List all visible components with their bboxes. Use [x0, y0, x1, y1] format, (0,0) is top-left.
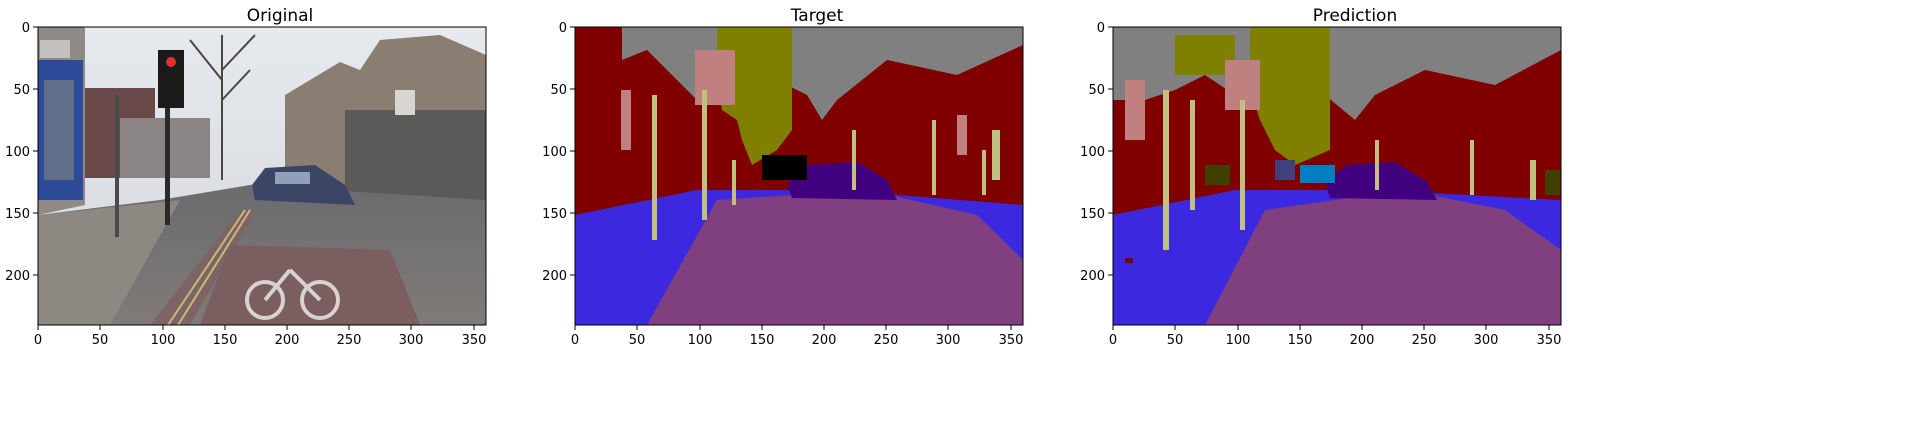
- svg-text:100: 100: [151, 333, 176, 348]
- x-tick: 300: [1474, 325, 1499, 348]
- svg-text:150: 150: [1080, 207, 1105, 222]
- x-tick: 50: [1167, 325, 1184, 348]
- x-tick: 150: [1288, 325, 1313, 348]
- panel-title: Target: [790, 6, 844, 26]
- x-tick: 300: [936, 325, 961, 348]
- svg-text:50: 50: [13, 83, 30, 98]
- segmentation-map: [575, 27, 1023, 325]
- x-tick: 0: [34, 325, 42, 348]
- target-axes: 0 50 100 150 200 250 300 350 0 50 100 15…: [542, 21, 1024, 348]
- svg-text:50: 50: [1088, 83, 1105, 98]
- x-tick: 100: [688, 325, 713, 348]
- y-axis: 0 50 100 150 200: [542, 21, 575, 284]
- axes-frame: [1112, 26, 1562, 326]
- y-axis: 0 50 100 150 200: [1080, 21, 1113, 284]
- svg-text:0: 0: [571, 333, 579, 348]
- svg-text:250: 250: [874, 333, 899, 348]
- y-tick: 0: [559, 21, 575, 36]
- svg-text:250: 250: [337, 333, 362, 348]
- x-tick: 350: [462, 325, 487, 348]
- prediction-axes: 0 50 100 150 200 250 300 350 0 50 100 15…: [1080, 21, 1562, 348]
- svg-text:200: 200: [275, 333, 300, 348]
- svg-text:100: 100: [1080, 145, 1105, 160]
- x-axis: 0 50 100 150 200 250 300 350: [1109, 325, 1562, 348]
- y-tick: 50: [1088, 83, 1113, 98]
- svg-text:0: 0: [22, 21, 30, 36]
- x-tick: 100: [151, 325, 176, 348]
- svg-text:100: 100: [688, 333, 713, 348]
- svg-text:350: 350: [462, 333, 487, 348]
- original-panel: Original: [0, 0, 560, 430]
- svg-text:200: 200: [542, 269, 567, 284]
- svg-text:200: 200: [812, 333, 837, 348]
- x-tick: 200: [812, 325, 837, 348]
- x-tick: 150: [750, 325, 775, 348]
- svg-text:350: 350: [999, 333, 1024, 348]
- svg-text:100: 100: [5, 145, 30, 160]
- svg-text:150: 150: [542, 207, 567, 222]
- x-tick: 0: [1109, 325, 1117, 348]
- svg-text:250: 250: [1412, 333, 1437, 348]
- svg-text:50: 50: [550, 83, 567, 98]
- y-tick: 0: [22, 21, 38, 36]
- y-tick: 100: [5, 145, 38, 160]
- y-tick: 200: [5, 269, 38, 284]
- svg-text:150: 150: [5, 207, 30, 222]
- street-photo: [38, 27, 486, 326]
- svg-text:0: 0: [1109, 333, 1117, 348]
- svg-text:50: 50: [92, 333, 109, 348]
- x-axis: 0 50 100 150 200 250 300 350: [34, 325, 487, 348]
- y-tick: 150: [5, 207, 38, 222]
- svg-text:100: 100: [1226, 333, 1251, 348]
- y-tick: 100: [542, 145, 575, 160]
- y-tick: 0: [1097, 21, 1113, 36]
- axes-frame: [37, 26, 487, 326]
- prediction-panel: Prediction 0 50 100: [1075, 0, 1635, 430]
- svg-text:150: 150: [213, 333, 238, 348]
- y-tick: 200: [1080, 269, 1113, 284]
- x-tick: 250: [337, 325, 362, 348]
- svg-text:200: 200: [1080, 269, 1105, 284]
- svg-text:0: 0: [1097, 21, 1105, 36]
- x-tick: 150: [213, 325, 238, 348]
- svg-text:150: 150: [1288, 333, 1313, 348]
- svg-text:50: 50: [629, 333, 646, 348]
- y-tick: 150: [1080, 207, 1113, 222]
- y-tick: 150: [542, 207, 575, 222]
- svg-text:0: 0: [34, 333, 42, 348]
- y-axis: 0 50 100 150 200: [5, 21, 38, 284]
- x-tick: 200: [275, 325, 300, 348]
- target-panel: Target 0 50 100 150 200: [537, 0, 1097, 430]
- x-tick: 50: [629, 325, 646, 348]
- x-tick: 350: [999, 325, 1024, 348]
- x-tick: 0: [571, 325, 579, 348]
- svg-text:200: 200: [5, 269, 30, 284]
- svg-text:100: 100: [542, 145, 567, 160]
- svg-text:150: 150: [750, 333, 775, 348]
- x-tick: 350: [1537, 325, 1562, 348]
- svg-text:300: 300: [399, 333, 424, 348]
- panel-title: Prediction: [1312, 6, 1398, 26]
- y-tick: 100: [1080, 145, 1113, 160]
- x-axis: 0 50 100 150 200 250 300 350: [571, 325, 1024, 348]
- x-tick: 300: [399, 325, 424, 348]
- x-tick: 100: [1226, 325, 1251, 348]
- panel-title: Original: [246, 6, 314, 26]
- segmentation-map: [1113, 27, 1561, 325]
- y-tick: 200: [542, 269, 575, 284]
- y-tick: 50: [13, 83, 38, 98]
- y-tick: 50: [550, 83, 575, 98]
- x-tick: 250: [1412, 325, 1437, 348]
- svg-text:50: 50: [1167, 333, 1184, 348]
- x-tick: 250: [874, 325, 899, 348]
- svg-text:300: 300: [1474, 333, 1499, 348]
- x-tick: 200: [1350, 325, 1375, 348]
- svg-text:0: 0: [559, 21, 567, 36]
- x-tick: 50: [92, 325, 109, 348]
- svg-text:350: 350: [1537, 333, 1562, 348]
- svg-text:300: 300: [936, 333, 961, 348]
- svg-text:200: 200: [1350, 333, 1375, 348]
- axes-frame: [574, 26, 1024, 326]
- original-axes: 0 50 100 150 200 250 300 350 0 50 100 15…: [5, 21, 487, 348]
